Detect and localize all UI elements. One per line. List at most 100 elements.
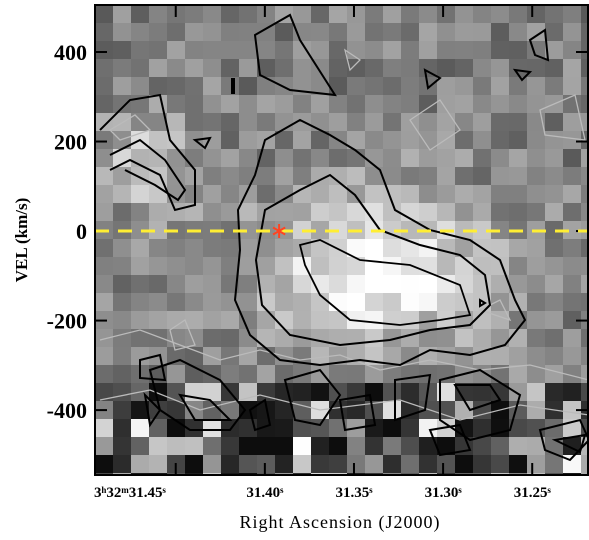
map-cell (563, 293, 581, 311)
map-cell (383, 383, 401, 401)
map-cell (329, 275, 347, 293)
map-cell (257, 113, 275, 131)
map-cell (563, 59, 581, 77)
map-cell (527, 383, 545, 401)
beam-marker (231, 78, 235, 94)
map-cell (491, 275, 509, 293)
map-cell (473, 437, 491, 455)
map-cell (383, 239, 401, 257)
map-cell (437, 149, 455, 167)
map-cell (473, 365, 491, 383)
x-tick-label: 31.35ˢ (335, 485, 373, 501)
map-cell (473, 203, 491, 221)
map-cell (275, 401, 293, 419)
map-cell (545, 23, 563, 41)
map-cell (185, 455, 203, 473)
map-cell (509, 347, 527, 365)
map-cell (275, 419, 293, 437)
map-cell (113, 203, 131, 221)
map-cell (95, 41, 113, 59)
map-cell (275, 437, 293, 455)
map-cell (491, 329, 509, 347)
map-cell (473, 221, 491, 239)
map-cell (401, 257, 419, 275)
map-cell (581, 365, 589, 383)
map-cell (383, 293, 401, 311)
map-cell (455, 131, 473, 149)
map-cell (329, 329, 347, 347)
map-cell (95, 329, 113, 347)
map-cell (293, 23, 311, 41)
map-cell (203, 311, 221, 329)
map-cell (311, 365, 329, 383)
map-cell (347, 257, 365, 275)
map-cell (581, 41, 589, 59)
map-cell (185, 257, 203, 275)
map-cell (221, 77, 239, 95)
map-cell (383, 77, 401, 95)
map-cell (401, 59, 419, 77)
map-cell (347, 293, 365, 311)
map-cell (293, 419, 311, 437)
map-cell (239, 77, 257, 95)
map-cell (509, 239, 527, 257)
map-cell (563, 383, 581, 401)
map-cell (527, 149, 545, 167)
map-cell (581, 257, 589, 275)
map-cell (581, 437, 589, 455)
map-cell (329, 365, 347, 383)
map-cell (149, 77, 167, 95)
map-cell (383, 149, 401, 167)
map-cell (275, 329, 293, 347)
map-cell (437, 257, 455, 275)
map-cell (311, 77, 329, 95)
map-cell (293, 167, 311, 185)
map-cell (437, 113, 455, 131)
map-cell (257, 383, 275, 401)
map-cell (491, 131, 509, 149)
map-cell (581, 419, 589, 437)
map-cell (203, 329, 221, 347)
map-cell (131, 41, 149, 59)
map-cell (239, 41, 257, 59)
map-cell (95, 455, 113, 473)
map-cell (545, 275, 563, 293)
map-cell (311, 23, 329, 41)
map-cell (473, 5, 491, 23)
map-cell (221, 257, 239, 275)
map-cell (221, 113, 239, 131)
map-cell (221, 185, 239, 203)
map-cell (203, 455, 221, 473)
map-cell (167, 401, 185, 419)
map-cell (491, 347, 509, 365)
map-cell (401, 77, 419, 95)
map-cell (527, 23, 545, 41)
map-cell (275, 41, 293, 59)
map-cell (185, 239, 203, 257)
map-cell (383, 5, 401, 23)
map-cell (581, 455, 589, 473)
map-cell (185, 275, 203, 293)
map-cell (545, 113, 563, 131)
map-cell (221, 347, 239, 365)
map-cell (293, 185, 311, 203)
map-cell (347, 41, 365, 59)
map-cell (113, 41, 131, 59)
map-cell (563, 5, 581, 23)
map-cell (455, 41, 473, 59)
map-cell (95, 383, 113, 401)
map-cell (545, 311, 563, 329)
map-cell (455, 383, 473, 401)
map-cell (95, 257, 113, 275)
map-cell (473, 23, 491, 41)
map-cell (239, 23, 257, 41)
map-cell (419, 437, 437, 455)
map-cell (509, 5, 527, 23)
map-cell (329, 5, 347, 23)
map-cell (509, 365, 527, 383)
map-cell (275, 365, 293, 383)
map-cell (149, 239, 167, 257)
map-cell (275, 23, 293, 41)
map-cell (203, 347, 221, 365)
map-cell (239, 221, 257, 239)
